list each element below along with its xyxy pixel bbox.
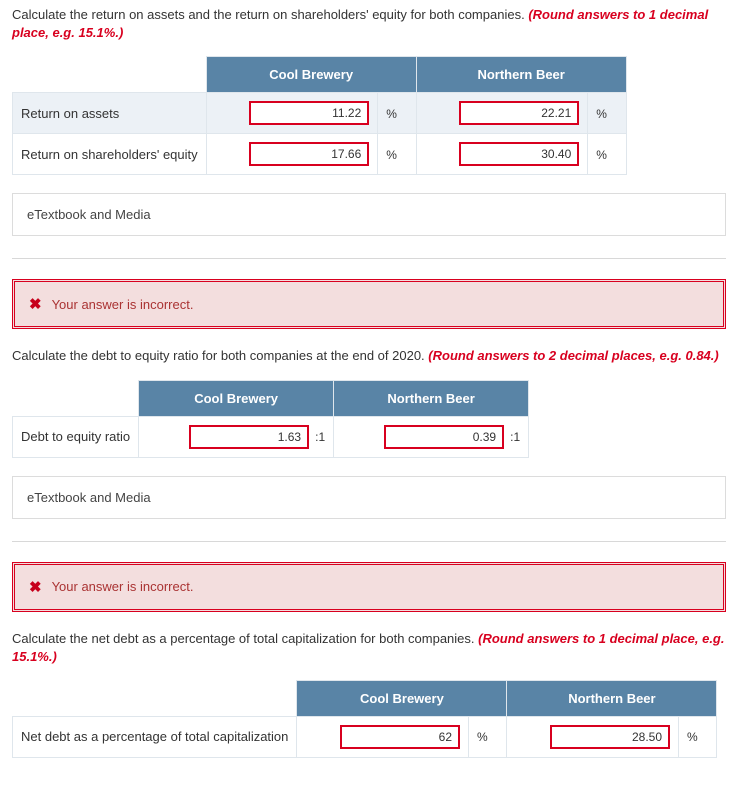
q3-unit2: % [687,730,698,744]
q1-row1-unit2: % [596,148,607,162]
q1-row1-input2[interactable]: 30.40 [459,142,579,166]
q1-prompt-text: Calculate the return on assets and the r… [12,7,525,22]
incorrect-text-1: Your answer is incorrect. [52,297,194,312]
q2-prompt: Calculate the debt to equity ratio for b… [12,347,726,365]
incorrect-banner-2: ✖ Your answer is incorrect. [12,562,726,612]
q2-table: Cool Brewery Northern Beer Debt to equit… [12,380,529,458]
q2-round-hint: (Round answers to 2 decimal places, e.g.… [428,348,718,363]
q1-table: Cool Brewery Northern Beer Return on ass… [12,56,627,175]
q1-th-empty [13,57,207,93]
q2-row-label: Debt to equity ratio [13,416,139,457]
q2-th-col2: Northern Beer [334,380,529,416]
q3-input1[interactable]: 62 [340,725,460,749]
q1-row0-input2[interactable]: 22.21 [459,101,579,125]
q2-suffix2: :1 [510,430,520,444]
q1-row0-label: Return on assets [13,93,207,134]
q1-row0-input1[interactable]: 11.22 [249,101,369,125]
q1-prompt: Calculate the return on assets and the r… [12,6,726,42]
q3-prompt-text: Calculate the net debt as a percentage o… [12,631,475,646]
q1-th-col2: Northern Beer [416,57,626,93]
q1-row1-label: Return on shareholders' equity [13,134,207,175]
q2-input2[interactable]: 0.39 [384,425,504,449]
separator-2 [12,541,726,542]
q1-row0-unit2: % [596,107,607,121]
q3-input2[interactable]: 28.50 [550,725,670,749]
q2-prompt-text: Calculate the debt to equity ratio for b… [12,348,425,363]
separator-1 [12,258,726,259]
etextbook-label-1: eTextbook and Media [27,207,151,222]
q3-table: Cool Brewery Northern Beer Net debt as a… [12,680,717,758]
q1-th-col1: Cool Brewery [206,57,416,93]
etextbook-link-2[interactable]: eTextbook and Media [12,476,726,519]
q3-unit1: % [477,730,488,744]
q1-row0-unit1: % [386,107,397,121]
q2-suffix1: :1 [315,430,325,444]
x-icon: ✖ [29,295,42,313]
incorrect-text-2: Your answer is incorrect. [52,579,194,594]
q2-input1[interactable]: 1.63 [189,425,309,449]
q2-th-empty [13,380,139,416]
etextbook-label-2: eTextbook and Media [27,490,151,505]
q1-row1-input1[interactable]: 17.66 [249,142,369,166]
q3-row-label: Net debt as a percentage of total capita… [13,716,297,757]
etextbook-link-1[interactable]: eTextbook and Media [12,193,726,236]
q3-prompt: Calculate the net debt as a percentage o… [12,630,726,666]
q3-th-empty [13,680,297,716]
q2-th-col1: Cool Brewery [139,380,334,416]
incorrect-banner-1: ✖ Your answer is incorrect. [12,279,726,329]
q3-th-col2: Northern Beer [507,680,717,716]
q3-th-col1: Cool Brewery [297,680,507,716]
q1-row1-unit1: % [386,148,397,162]
x-icon: ✖ [29,578,42,596]
